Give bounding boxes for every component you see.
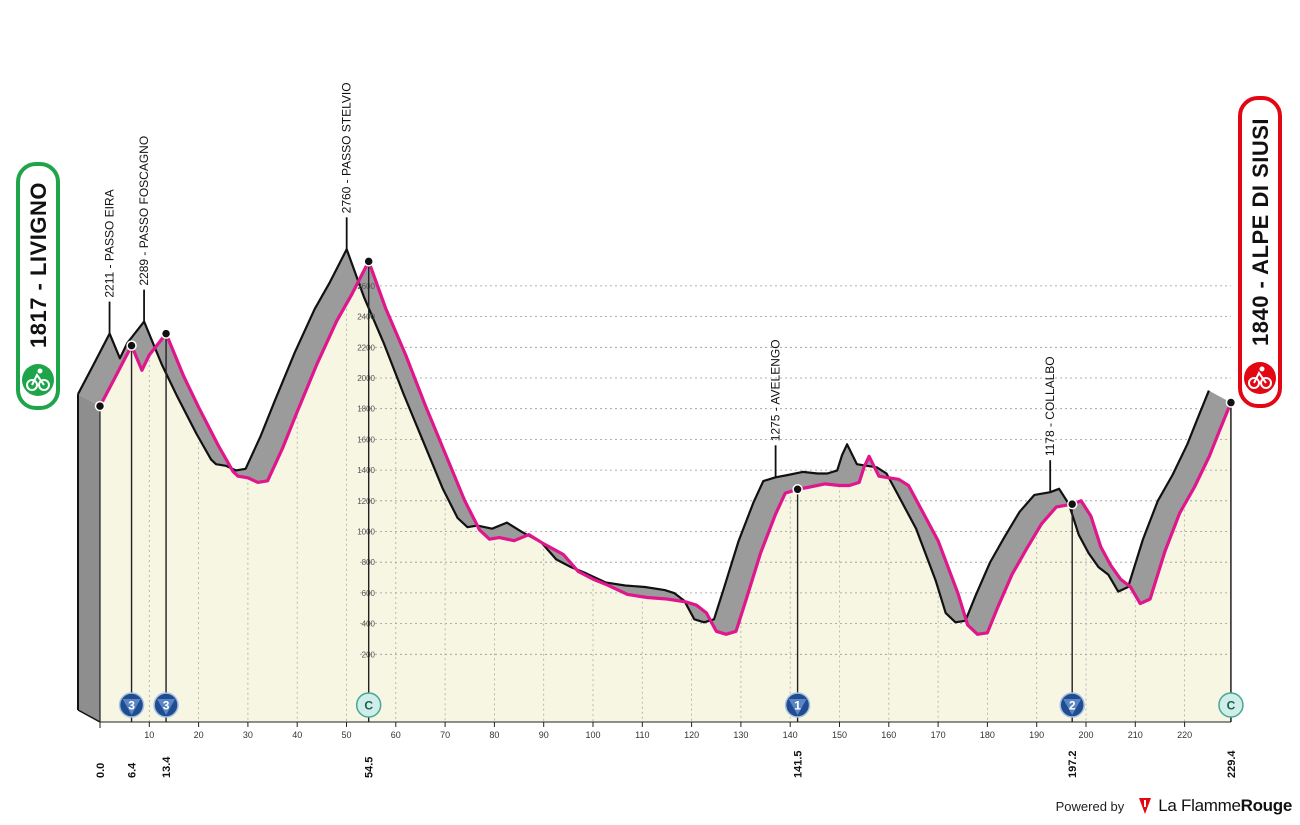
x-tick-label: 180 — [980, 730, 995, 740]
km-label: 197.2 — [1067, 750, 1079, 778]
cyclist-finish-icon-frame — [1253, 371, 1267, 384]
finish-pill — [1238, 96, 1282, 408]
x-tick-label: 50 — [341, 730, 351, 740]
x-tick-label: 150 — [832, 730, 847, 740]
climb-summit-dot — [792, 484, 803, 495]
km-label: 0.0 — [95, 763, 107, 778]
x-tick-label: 160 — [881, 730, 896, 740]
category-label: 1 — [794, 699, 801, 713]
brand-name: La FlammeRouge — [1158, 796, 1292, 816]
profile-left-foot — [77, 709, 101, 723]
x-tick-label: 170 — [931, 730, 946, 740]
start-label: 1817 - LIVIGNO — [26, 182, 51, 348]
y-tick-label: 2200 — [357, 343, 375, 352]
cyclist-finish-icon — [1244, 362, 1276, 394]
x-tick-label: 40 — [292, 730, 302, 740]
x-tick-label: 200 — [1078, 730, 1093, 740]
summit-label: 2760 - PASSO STELVIO — [340, 82, 354, 213]
category-label: C — [364, 699, 373, 713]
summit-label: 1275 - AVELENGO — [769, 339, 783, 441]
category-label: C — [1227, 699, 1236, 713]
x-tick-label: 190 — [1029, 730, 1044, 740]
y-tick-label: 2000 — [357, 374, 375, 383]
y-tick-label: 1600 — [357, 435, 375, 444]
start-finish-labels: 1817 - LIVIGNO 1840 - ALPE DI SIUSI — [16, 96, 1282, 410]
climb-summit-dot — [126, 340, 137, 351]
km-label: 54.5 — [364, 757, 376, 778]
category-triangle — [788, 699, 807, 715]
x-tick-label: 80 — [489, 730, 499, 740]
climb-summit-dot — [1066, 498, 1078, 510]
x-tick-label: 130 — [733, 730, 748, 740]
profile-side-wall — [78, 394, 100, 722]
start-pill — [16, 162, 60, 410]
x-tick-label: 220 — [1177, 730, 1192, 740]
km-label: 6.4 — [127, 762, 139, 778]
brand-name-part-1: La Flamme — [1158, 796, 1241, 815]
cyclist-start-icon-wheel — [38, 379, 50, 391]
x-tick-label: 100 — [585, 730, 600, 740]
summit-label: 2289 - PASSO FOSCAGNO — [137, 136, 151, 286]
x-tick-label: 210 — [1128, 730, 1143, 740]
summit-label: 2211 - PASSO EIRA — [103, 189, 117, 297]
cyclist-finish-icon-wheel — [1260, 377, 1272, 389]
branding: Powered by La FlammeRouge — [1055, 793, 1293, 819]
km-label: 141.5 — [793, 750, 805, 778]
category-badge — [1218, 692, 1244, 718]
category-triangle — [1063, 699, 1082, 715]
y-tick-label: 1000 — [357, 528, 375, 537]
climb-summit-dot — [160, 328, 172, 339]
x-tick-label: 30 — [243, 730, 253, 740]
powered-by-text: Powered by — [1055, 798, 1125, 814]
y-tick-label: 2400 — [357, 313, 375, 322]
x-tick-label: 10 — [144, 730, 154, 740]
category-triangle — [122, 699, 141, 715]
climb-summit-dot — [1225, 397, 1237, 408]
x-tick-label: 20 — [194, 730, 204, 740]
y-tick-label: 1400 — [357, 466, 375, 475]
start-dot — [94, 400, 106, 412]
km-label: 229.4 — [1226, 750, 1238, 778]
climb-markers: 0.0 6.4 3 2211 - PASSO EIRA 13.4 3 2289 - PASS… — [94, 82, 1244, 778]
y-tick-label: 1800 — [357, 405, 375, 414]
x-tick-label: 60 — [391, 730, 401, 740]
km-label: 13.4 — [161, 756, 173, 778]
y-tick-label: 2600 — [357, 282, 375, 291]
y-tick-label: 1200 — [357, 497, 375, 506]
category-triangle — [157, 699, 176, 715]
x-tick-label: 70 — [440, 730, 450, 740]
cyclist-finish-icon-head — [1259, 366, 1265, 372]
cyclist-start-icon-head — [37, 368, 43, 374]
summit-label: 1178 - COLLALBO — [1043, 356, 1057, 456]
flamme-rouge-flag-icon — [1138, 797, 1152, 815]
brand-name-part-2: Rouge — [1240, 796, 1293, 815]
climb-summit-dot — [363, 256, 374, 267]
cyclist-finish-icon-wheel — [1248, 377, 1260, 389]
category-label: 3 — [163, 699, 170, 713]
category-label: 3 — [128, 699, 135, 713]
finish-label: 1840 - ALPE DI SIUSI — [1248, 118, 1273, 346]
category-label: 2 — [1069, 699, 1076, 713]
cyclist-start-icon-wheel — [26, 379, 38, 391]
category-badge — [355, 692, 382, 718]
x-tick-label: 90 — [539, 730, 549, 740]
cyclist-start-icon — [22, 364, 54, 396]
x-tick-label: 140 — [783, 730, 798, 740]
cyclist-start-icon-frame — [31, 373, 45, 386]
x-axis: 10 20 30 40 50 60 70 80 90 100 110 120 130 140 150 160 1… — [100, 721, 1231, 740]
x-tick-label: 120 — [684, 730, 699, 740]
x-tick-label: 110 — [635, 730, 649, 740]
